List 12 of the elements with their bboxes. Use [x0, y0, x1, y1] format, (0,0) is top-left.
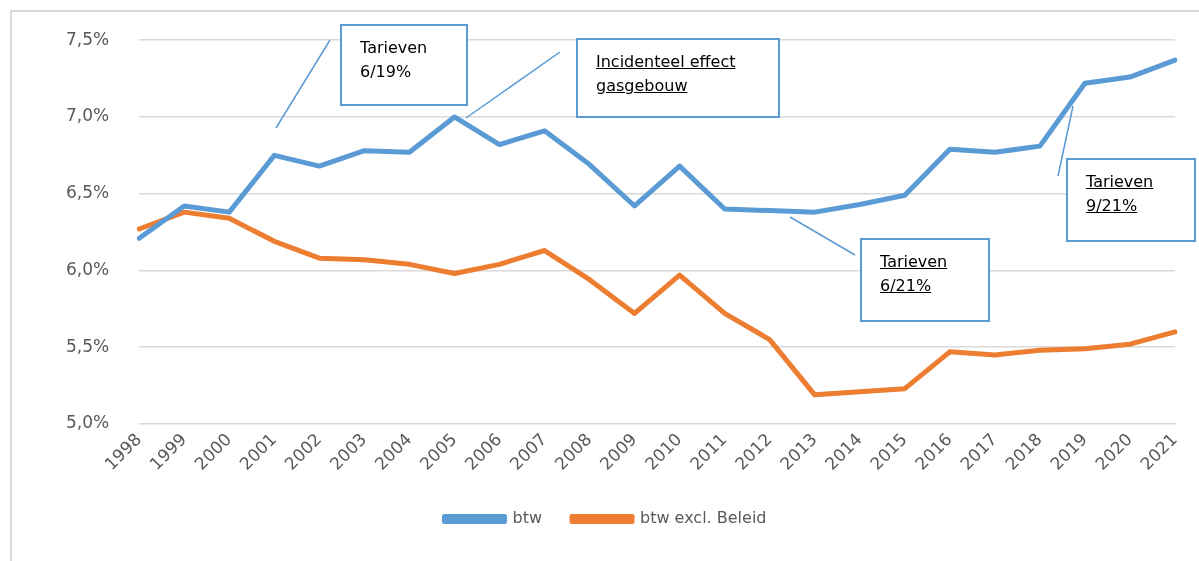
y-tick-label: 6,0%	[65, 258, 110, 279]
legend-label: btw	[512, 508, 543, 528]
annotation: Tarieven 6/21%	[880, 251, 949, 297]
annotation: Tarieven 9/21%	[1086, 171, 1155, 217]
y-tick-label: 6,5%	[65, 182, 110, 203]
y-tick-label: 5,0%	[65, 412, 110, 433]
y-tick-label: 7,5%	[65, 28, 110, 49]
annotation: Tarieven 6/19%	[360, 37, 429, 83]
y-tick-label: 7,0%	[65, 105, 110, 126]
y-tick-label: 5,5%	[65, 335, 110, 356]
legend-label: btw excl. Beleid	[640, 508, 767, 528]
annotation: Incidenteel effect gasgebouw	[596, 51, 737, 97]
